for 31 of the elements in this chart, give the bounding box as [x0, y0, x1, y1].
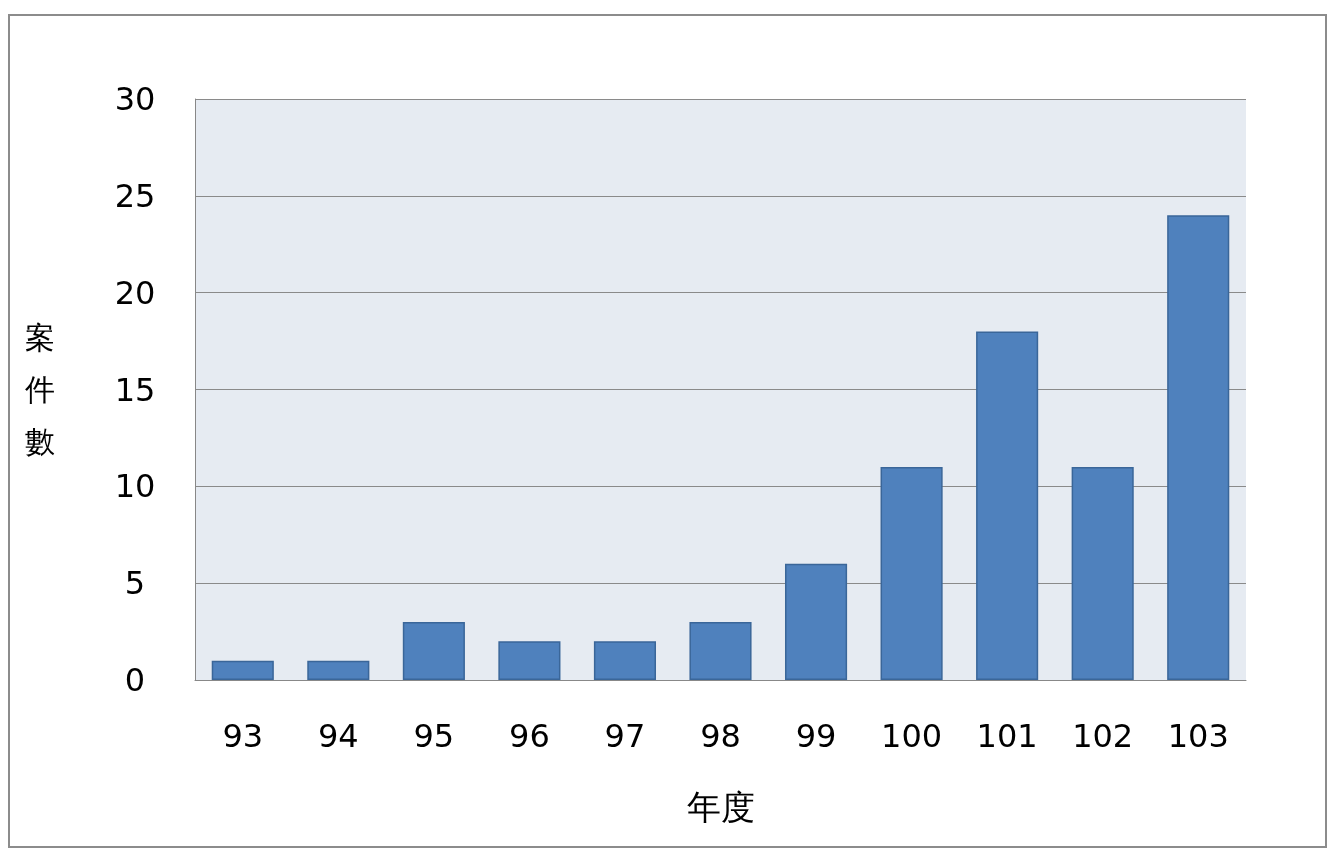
bar: [1071, 466, 1134, 680]
bar: [307, 660, 370, 680]
x-tick-label: 98: [700, 717, 741, 755]
x-tick-label: 103: [1167, 717, 1229, 755]
y-tick-label: 15: [114, 370, 156, 409]
y-axis-title: 案件數: [25, 320, 55, 459]
x-tick-label: 101: [976, 717, 1038, 755]
y-tick-label: 20: [114, 273, 156, 312]
x-tick-label: 94: [317, 717, 359, 755]
x-tick-label: 100: [881, 717, 943, 755]
x-axis-title: 年度: [686, 787, 755, 827]
bar: [211, 660, 274, 680]
y-tick-label: 5: [124, 564, 146, 603]
y-tick-label: 30: [114, 80, 156, 118]
x-tick-label: 93: [222, 717, 264, 755]
x-tick-label: 96: [509, 717, 550, 755]
y-tick-label: 10: [114, 467, 156, 506]
x-tick-label: 99: [795, 717, 837, 755]
bar: [402, 621, 465, 680]
y-tick-label: 25: [114, 176, 156, 215]
x-tick-label: 95: [413, 717, 455, 755]
bar: [689, 621, 752, 680]
x-tick-label: 97: [604, 717, 646, 755]
y-tick-label: 0: [124, 661, 146, 699]
bar: [976, 331, 1039, 680]
bar: [1167, 215, 1230, 680]
bar: [498, 641, 561, 680]
bar: [880, 466, 943, 680]
x-tick-label: 102: [1072, 717, 1134, 755]
bar: [784, 563, 848, 680]
bar: [593, 641, 657, 680]
